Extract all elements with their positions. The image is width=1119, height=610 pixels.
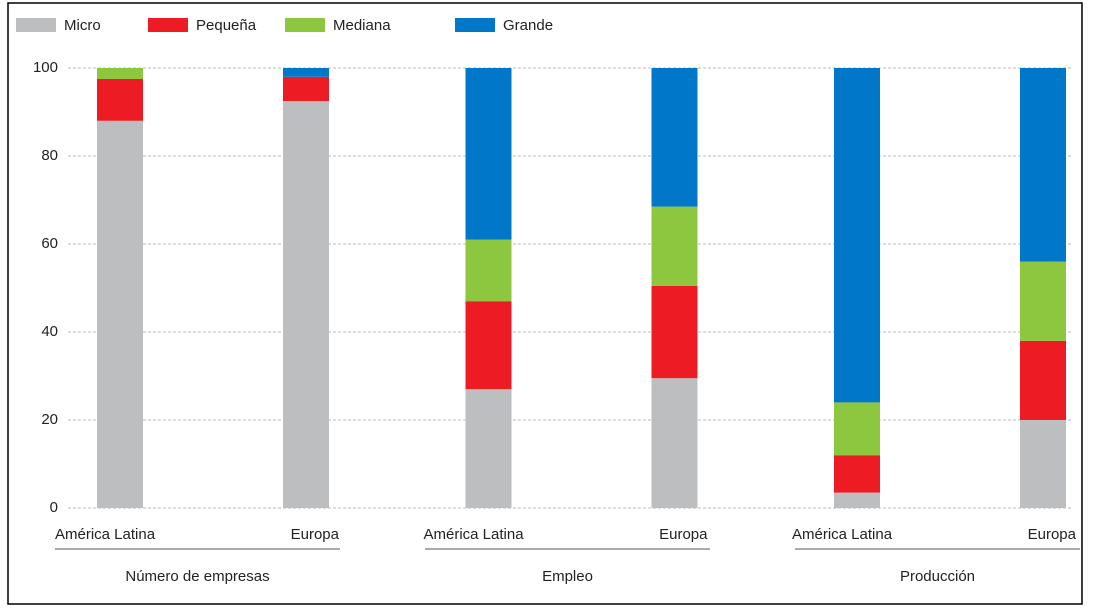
x-tick-label: América Latina (792, 526, 893, 543)
x-tick-label: Europa (291, 526, 340, 543)
legend-swatch (16, 18, 56, 32)
bar-segment (97, 79, 143, 121)
y-tick-label: 20 (41, 411, 58, 428)
bar-segment (465, 68, 512, 240)
bar-segment (465, 301, 512, 390)
group-label: Producción (900, 568, 975, 585)
bar-segment (97, 68, 143, 79)
y-tick-label: 0 (50, 499, 58, 516)
x-tick-label: Europa (659, 526, 708, 543)
x-tick-label: América Latina (55, 526, 156, 543)
bar-segment (834, 68, 880, 403)
bar-segment (834, 402, 880, 456)
bar-segment (283, 76, 329, 101)
bar-segment (283, 68, 329, 77)
legend-swatch (148, 18, 188, 32)
legend-label: Grande (503, 17, 553, 34)
legend-label: Mediana (333, 17, 391, 34)
frame (7, 2, 1083, 605)
bar-segment (465, 239, 512, 302)
group-label: Empleo (542, 568, 593, 585)
bar-segment (1020, 340, 1066, 420)
legend-label: Pequeña (196, 17, 257, 34)
bar-segment (651, 378, 698, 508)
x-tick-label: Europa (1028, 526, 1077, 543)
bar-segment (651, 285, 698, 379)
bar-segment (1020, 420, 1066, 508)
legend-swatch (285, 18, 325, 32)
y-tick-label: 60 (41, 235, 58, 252)
bar-segment (651, 206, 698, 286)
group-label: Número de empresas (125, 568, 269, 585)
bar-segment (97, 120, 143, 509)
bar-segment (283, 101, 329, 508)
bar-segment (1020, 68, 1066, 262)
y-tick-label: 40 (41, 323, 58, 340)
x-tick-label: América Latina (424, 526, 525, 543)
legend-label: Micro (64, 17, 101, 34)
legend-swatch (455, 18, 495, 32)
y-tick-label: 80 (41, 147, 58, 164)
bar-segment (834, 455, 880, 493)
y-tick-label: 100 (33, 59, 58, 76)
bar-segment (465, 389, 512, 508)
bar-segment (651, 68, 698, 207)
bar-segment (834, 492, 880, 508)
bar-segment (1020, 261, 1066, 341)
